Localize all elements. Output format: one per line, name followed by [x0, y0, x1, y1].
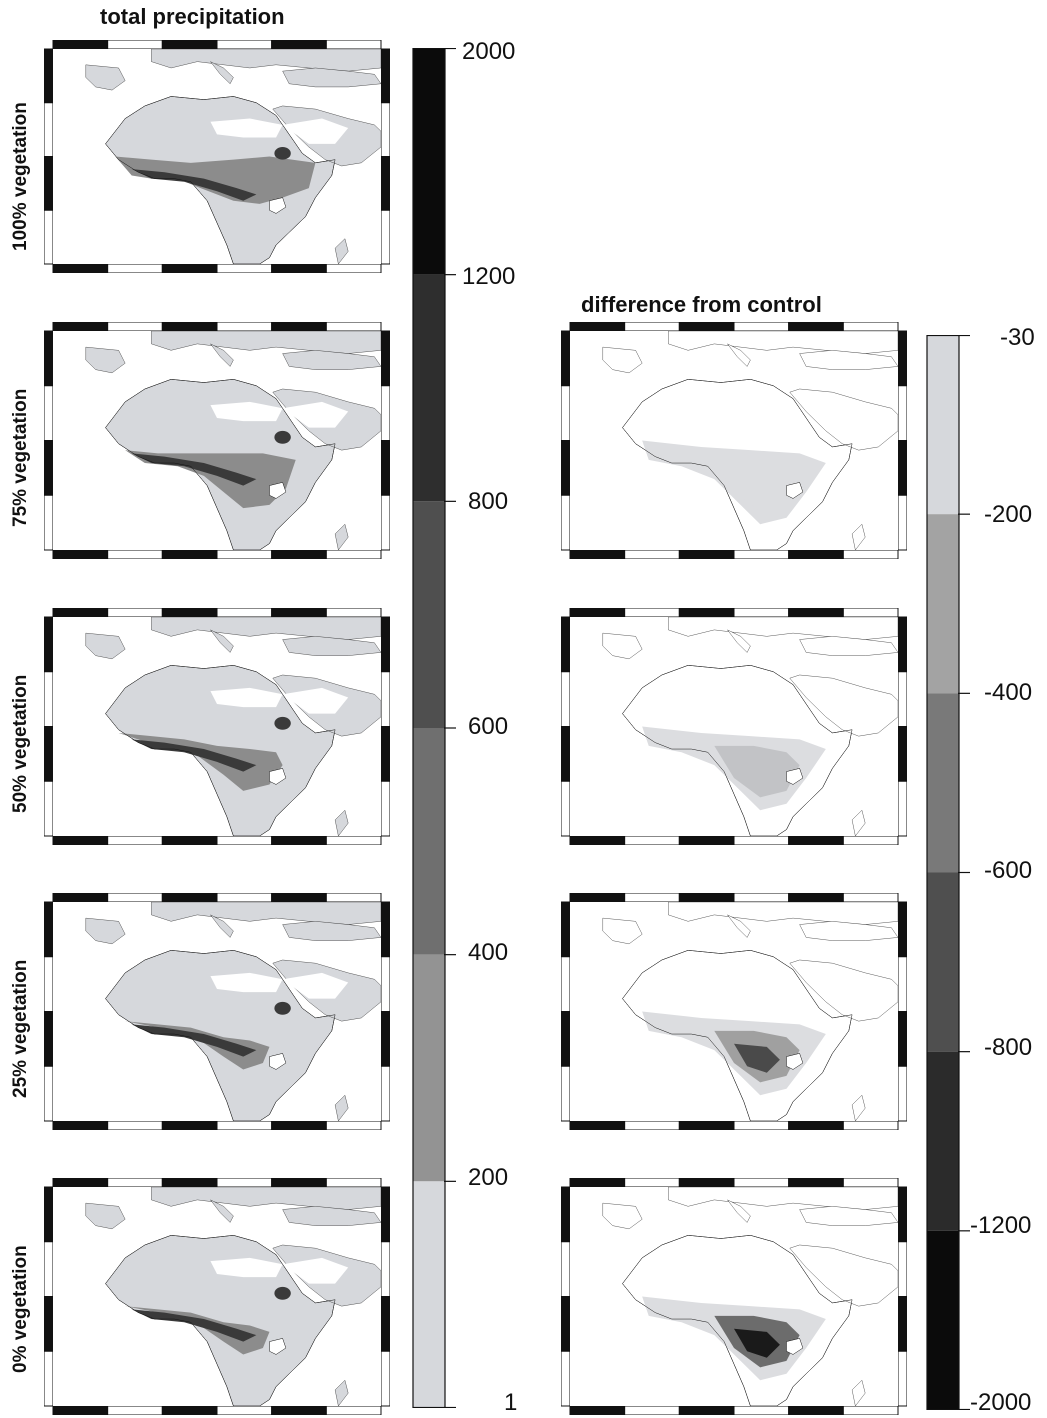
precip-colorbar-level-4 — [413, 954, 445, 1182]
right-column-title: difference from control — [581, 292, 822, 317]
precip-tick-1200: 1200 — [462, 263, 516, 290]
row-label-50: 50% vegetation — [10, 674, 31, 813]
row-label-100: 100% vegetation — [10, 102, 31, 251]
diff-colorbar-level-3 — [927, 872, 959, 1052]
diff-map-50 — [561, 608, 907, 845]
precip-map-25 — [44, 893, 390, 1130]
diff-tick-400: -400 — [984, 679, 1033, 706]
diff-tick-800: -800 — [984, 1034, 1033, 1061]
row-label-0: 0% vegetation — [10, 1245, 31, 1373]
row-label-25: 25% vegetation — [10, 959, 31, 1098]
row-label-75: 75% vegetation — [10, 388, 31, 527]
diff-tick-200: -200 — [984, 501, 1033, 528]
precip-colorbar-level-2 — [413, 501, 445, 728]
left-column-title: total precipitation — [100, 4, 285, 29]
precip-colorbar-level-0 — [413, 48, 445, 275]
precip-map-100 — [44, 40, 390, 273]
precip-tick-2000: 2000 — [462, 38, 516, 65]
precip-tick-400: 400 — [468, 939, 509, 966]
precip-colorbar-level-5 — [413, 1181, 445, 1408]
diff-map-25 — [561, 893, 907, 1130]
precip-tick-200: 200 — [468, 1164, 509, 1191]
precip-tick-600: 600 — [468, 713, 509, 740]
diff-colorbar-level-4 — [927, 1051, 959, 1231]
precip-colorbar-level-3 — [413, 728, 445, 955]
diff-tick-600: -600 — [984, 857, 1033, 884]
diff-colorbar-level-0 — [927, 335, 959, 515]
precip-map-75 — [44, 322, 390, 559]
precip-colorbar-level-1 — [413, 274, 445, 502]
diff-tick-30: -30 — [1000, 324, 1035, 351]
precip-colorbar — [412, 48, 456, 1408]
precip-map-0 — [44, 1178, 390, 1415]
diff-tick-2000: -2000 — [970, 1389, 1032, 1416]
diff-colorbar-level-2 — [927, 693, 959, 873]
diff-colorbar — [926, 335, 970, 1410]
diff-map-0 — [561, 1178, 907, 1415]
precip-tick-800: 800 — [468, 488, 509, 515]
precip-map-50 — [44, 608, 390, 845]
diff-map-75 — [561, 322, 907, 559]
diff-colorbar-level-5 — [927, 1230, 959, 1410]
diff-tick-1200: -1200 — [970, 1212, 1032, 1239]
diff-colorbar-level-1 — [927, 514, 959, 694]
precip-tick-1: 1 — [504, 1389, 518, 1416]
